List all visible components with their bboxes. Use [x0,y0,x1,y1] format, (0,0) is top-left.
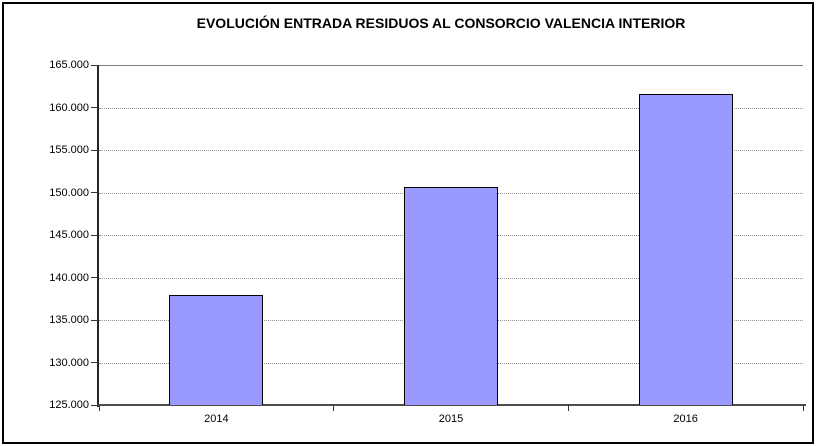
top-gridline [99,65,803,66]
x-axis-tick [567,405,569,411]
y-axis-tick [91,277,98,278]
y-axis-tick [91,64,98,66]
plot-area: 125.000 130.000 135.000 140.000 145.000 150.0… [49,59,804,425]
y-axis-tick [91,319,98,321]
x-axis-category-label: 2016 [673,413,698,425]
chart-title: EVOLUCIÓN ENTRADA RESIDUOS AL CONSORCIO … [196,15,686,31]
x-axis-tick [333,405,335,411]
y-axis-tick-label: 155.000 [49,144,89,156]
y-axis-tick-label: 140.000 [49,271,89,284]
y-axis-tick-label: 145.000 [49,229,89,241]
y-axis-tick [91,149,98,151]
gridline [99,107,803,109]
y-axis-tick [91,192,98,193]
y-axis-tick-label: 130.000 [49,356,89,369]
x-axis-category-label: 2014 [204,413,229,425]
y-axis-tick [91,234,98,236]
x-axis-tick [802,405,804,411]
y-axis-tick-label: 160.000 [49,101,89,114]
y-axis-tick-label: 135.000 [49,314,89,326]
x-axis-line [97,404,806,406]
y-axis-tick [91,107,98,108]
x-axis-category-label: 2015 [438,413,464,425]
y-axis-tick-label: 165.000 [49,59,89,71]
bar-2016 [638,93,733,405]
bar-2015 [404,186,498,405]
y-axis-tick [91,404,98,406]
gridline [99,150,803,151]
bar-2014 [169,295,264,405]
x-axis-tick [98,405,100,411]
y-axis-line [97,65,99,407]
y-axis-tick [91,362,98,363]
y-axis-tick-label: 125.000 [49,399,89,411]
y-axis-tick-label: 150.000 [49,186,89,199]
